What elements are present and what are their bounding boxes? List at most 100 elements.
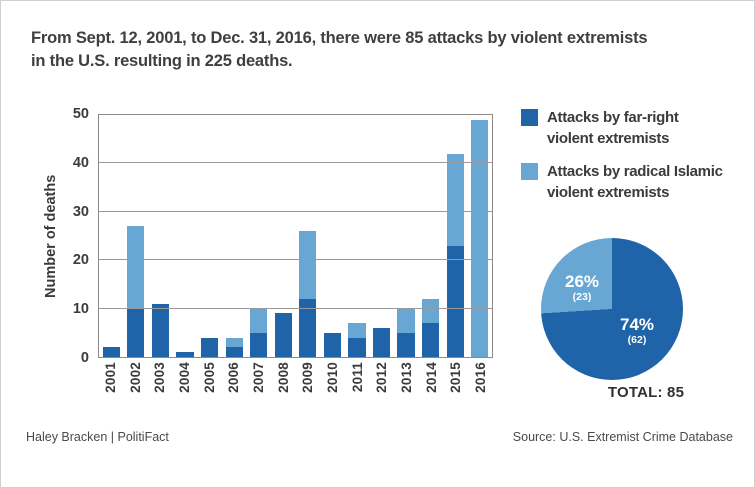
bar-segment xyxy=(176,352,194,357)
bar-stack-2009 xyxy=(299,115,317,357)
bar-segment xyxy=(446,153,464,246)
bar-segment xyxy=(422,298,440,324)
bar-segment xyxy=(446,245,464,357)
bar-2007 xyxy=(246,115,271,357)
legend-swatch-icon xyxy=(521,109,538,126)
pie-chart: 26% (23) 74% (62) xyxy=(541,238,683,380)
chart-title: From Sept. 12, 2001, to Dec. 31, 2016, t… xyxy=(31,27,731,73)
x-tick-label: 2014 xyxy=(423,362,439,393)
pie-total-label: TOTAL: 85 xyxy=(607,384,685,401)
bar-segment xyxy=(471,119,489,357)
x-tick-label: 2016 xyxy=(473,362,489,393)
bar-2010 xyxy=(320,115,345,357)
bar-stack-2013 xyxy=(397,115,415,357)
bar-stack-2002 xyxy=(127,115,145,357)
bar-segment xyxy=(348,337,366,357)
bar-segment xyxy=(127,308,145,357)
credit-text: Haley Bracken | PolitiFact xyxy=(26,430,169,444)
bar-stack-2015 xyxy=(446,115,464,357)
x-tick-label: 2006 xyxy=(226,362,242,393)
bar-stack-2004 xyxy=(176,115,194,357)
chart-title-line1: From Sept. 12, 2001, to Dec. 31, 2016, t… xyxy=(31,29,648,47)
bar-2016 xyxy=(467,115,492,357)
legend-label: Attacks by far-right violent extremists xyxy=(547,109,679,147)
x-tick-2015: 2015 xyxy=(444,362,469,414)
x-tick-label: 2013 xyxy=(399,362,415,393)
y-tick-0: 0 xyxy=(80,350,89,366)
bar-stack-2001 xyxy=(102,115,120,357)
bar-2015 xyxy=(443,115,468,357)
bar-segment xyxy=(299,298,317,357)
bar-plot-area xyxy=(98,114,493,358)
bar-segment xyxy=(397,308,415,333)
x-tick-label: 2011 xyxy=(349,362,365,393)
x-tick-label: 2002 xyxy=(127,362,143,393)
x-tick-label: 2012 xyxy=(374,362,390,393)
bar-segment xyxy=(127,226,145,309)
bar-2004 xyxy=(173,115,198,357)
bar-segment xyxy=(225,337,243,348)
bar-segment xyxy=(250,308,268,333)
x-tick-2007: 2007 xyxy=(246,362,271,414)
y-tick-30: 30 xyxy=(72,203,89,220)
legend: Attacks by far-right violent extremists At… xyxy=(521,107,743,215)
bar-2012 xyxy=(369,115,394,357)
x-tick-label: 2004 xyxy=(176,362,192,393)
bar-stack-2016 xyxy=(471,115,489,357)
legend-label: Attacks by radical Islamic violent extrem… xyxy=(547,163,723,201)
bar-stack-2005 xyxy=(200,115,219,357)
bar-stack-2008 xyxy=(274,115,292,357)
x-tick-label: 2007 xyxy=(250,362,266,393)
x-tick-label: 2015 xyxy=(448,362,464,393)
x-tick-2002: 2002 xyxy=(123,362,148,414)
y-tick-10: 10 xyxy=(72,301,89,318)
bar-2005 xyxy=(197,115,222,357)
bar-segment xyxy=(225,347,243,357)
x-tick-2006: 2006 xyxy=(221,362,246,414)
pie-pct-radical-islamic: 26% xyxy=(564,272,600,291)
x-tick-2003: 2003 xyxy=(147,362,172,414)
x-tick-2013: 2013 xyxy=(394,362,419,414)
bar-2008 xyxy=(271,115,296,357)
x-tick-label: 2010 xyxy=(325,362,341,393)
x-tick-2010: 2010 xyxy=(320,362,345,414)
pie-count-radical-islamic: (23) xyxy=(572,291,592,303)
bar-2006 xyxy=(222,115,247,357)
bar-segment xyxy=(200,337,219,357)
bar-segment xyxy=(250,332,268,357)
bar-stack-2014 xyxy=(422,115,440,357)
bar-series xyxy=(99,115,492,357)
x-tick-2005: 2005 xyxy=(197,362,222,414)
y-tick-20: 20 xyxy=(72,252,89,269)
legend-item-1: Attacks by radical Islamic violent extrem… xyxy=(521,161,743,203)
bar-stack-2006 xyxy=(225,115,243,357)
bar-segment xyxy=(372,327,391,357)
bar-segment xyxy=(397,332,415,357)
bar-stack-2011 xyxy=(348,115,366,357)
bar-segment xyxy=(323,332,341,357)
bar-2003 xyxy=(148,115,173,357)
x-tick-2008: 2008 xyxy=(271,362,296,414)
bar-stack-2012 xyxy=(372,115,391,357)
pie-pct-far-right: 74% xyxy=(619,315,655,334)
bar-2013 xyxy=(394,115,419,357)
bar-2002 xyxy=(124,115,149,357)
x-tick-2014: 2014 xyxy=(419,362,444,414)
bar-stack-2010 xyxy=(323,115,341,357)
x-tick-2016: 2016 xyxy=(468,362,493,414)
source-text: Source: U.S. Extremist Crime Database xyxy=(512,430,733,444)
bar-2009 xyxy=(296,115,321,357)
x-tick-2004: 2004 xyxy=(172,362,197,414)
pie-count-far-right: (62) xyxy=(627,334,647,346)
y-axis-tick-labels: 0 10 20 30 40 50 xyxy=(51,106,89,366)
legend-item-0: Attacks by far-right violent extremists xyxy=(521,107,743,149)
bar-segment xyxy=(348,323,366,338)
bar-segment xyxy=(422,323,440,357)
bar-segment xyxy=(299,231,317,299)
pie-label-radical-islamic: 26% (23) xyxy=(564,272,600,304)
chart-title-line2: in the U.S. resulting in 225 deaths. xyxy=(31,52,293,70)
y-tick-40: 40 xyxy=(72,154,89,171)
x-tick-2012: 2012 xyxy=(370,362,395,414)
pie-label-far-right: 74% (62) xyxy=(619,315,655,347)
